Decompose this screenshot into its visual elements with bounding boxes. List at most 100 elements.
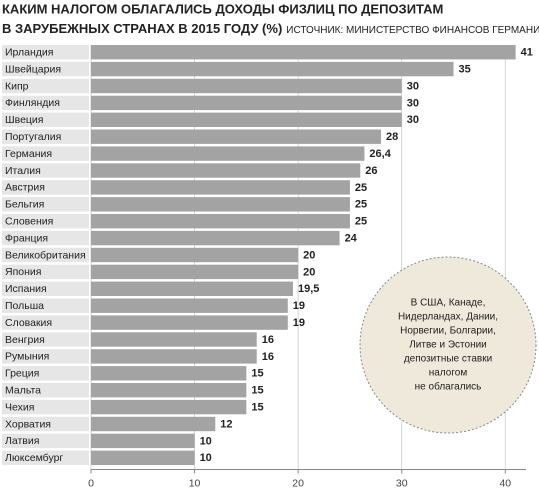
bar xyxy=(91,281,293,296)
value-label: 25 xyxy=(355,182,367,194)
annotation-line: налогом xyxy=(429,368,468,379)
label-cell xyxy=(2,315,89,330)
category-label: Мальта xyxy=(5,384,41,396)
label-cell xyxy=(2,433,89,449)
label-cell xyxy=(2,95,89,111)
bar xyxy=(91,416,216,432)
label-cell xyxy=(2,332,89,347)
value-label: 15 xyxy=(251,402,263,414)
category-label: Словакия xyxy=(5,317,52,329)
value-label: 30 xyxy=(407,80,419,92)
category-label: Люксембург xyxy=(5,452,63,464)
bar xyxy=(91,112,402,127)
category-label: Латвия xyxy=(5,435,39,447)
bar xyxy=(91,298,288,313)
label-cell xyxy=(2,298,89,313)
value-label: 16 xyxy=(262,334,274,346)
label-cell xyxy=(2,61,89,77)
bar xyxy=(91,315,288,330)
category-label: Япония xyxy=(5,266,41,278)
annotation-line: депозитные ставки xyxy=(404,354,492,365)
annotation-line: не облагались xyxy=(415,381,482,393)
value-label: 20 xyxy=(303,249,315,261)
category-label: Швейцария xyxy=(5,63,61,75)
value-label: 41 xyxy=(521,47,533,59)
value-label: 19,5 xyxy=(298,283,319,295)
value-label: 15 xyxy=(251,368,263,380)
annotation-line: Нидерландах, Дании, xyxy=(398,312,498,323)
bar xyxy=(91,180,350,195)
bar xyxy=(91,399,247,415)
annotation-circle xyxy=(359,256,537,434)
label-cell xyxy=(2,45,89,60)
title-line: В ЗАРУБЕЖНЫХ СТРАНАХ В 2015 ГОДУ (%) xyxy=(2,21,282,36)
label-cell xyxy=(2,230,89,246)
label-cell xyxy=(2,112,89,127)
bar xyxy=(91,163,361,178)
x-tick-label: 40 xyxy=(499,477,511,489)
value-label: 20 xyxy=(303,266,315,278)
value-label: 35 xyxy=(459,64,471,76)
category-label: Польша xyxy=(5,300,44,312)
value-label: 10 xyxy=(200,435,212,447)
x-tick-label: 30 xyxy=(396,477,408,489)
bar xyxy=(91,264,299,280)
value-label: 30 xyxy=(407,97,419,109)
label-cell xyxy=(2,450,89,465)
label-cell xyxy=(2,180,89,195)
category-label: Словения xyxy=(5,215,53,227)
category-label: Франция xyxy=(5,232,48,244)
category-label: Великобритания xyxy=(5,249,86,261)
value-label: 12 xyxy=(220,418,232,430)
bar xyxy=(91,366,247,381)
source: ИСТОЧНИК: МИНИСТЕРСТВО ФИНАНСОВ ГЕРМАНИИ… xyxy=(286,25,539,36)
x-tick-label: 20 xyxy=(292,477,304,489)
bar xyxy=(91,61,454,77)
label-cell xyxy=(2,197,89,212)
value-label: 19 xyxy=(293,300,305,312)
value-label: 25 xyxy=(355,199,367,211)
bar xyxy=(91,45,516,60)
value-label: 24 xyxy=(345,233,358,245)
category-label: Кипр xyxy=(5,80,29,92)
label-cell xyxy=(2,247,89,263)
label-cell xyxy=(2,146,89,161)
annotation-line: Литве и Эстонии xyxy=(409,340,487,351)
value-label: 28 xyxy=(386,131,398,143)
label-cell xyxy=(2,214,89,229)
bar xyxy=(91,146,365,161)
category-label: Венгрия xyxy=(5,334,45,346)
category-label: Чехия xyxy=(5,401,34,413)
category-label: Ирландия xyxy=(5,46,53,58)
bar xyxy=(91,129,381,144)
category-label: Швеция xyxy=(5,114,44,126)
annotation-line: Норвегии, Болгарии, xyxy=(400,326,496,337)
category-label: Испания xyxy=(5,283,47,295)
bar xyxy=(91,230,340,246)
category-label: Италия xyxy=(5,165,41,177)
label-cell xyxy=(2,129,89,144)
category-label: Финляндия xyxy=(5,97,60,109)
category-label: Румыния xyxy=(5,351,49,363)
value-label: 26,4 xyxy=(369,148,391,160)
category-label: Бельгия xyxy=(5,199,44,211)
x-tick-label: 10 xyxy=(189,477,201,489)
category-label: Португалия xyxy=(5,131,61,143)
value-label: 30 xyxy=(407,114,419,126)
bar xyxy=(91,332,257,347)
value-label: 16 xyxy=(262,351,274,363)
category-label: Греция xyxy=(5,368,39,380)
label-cell xyxy=(2,383,89,398)
label-cell xyxy=(2,349,89,364)
value-label: 15 xyxy=(251,385,263,397)
label-cell xyxy=(2,281,89,296)
bar xyxy=(91,433,195,449)
value-label: 10 xyxy=(200,452,212,464)
label-cell xyxy=(2,163,89,178)
value-label: 25 xyxy=(355,216,367,228)
category-label: Австрия xyxy=(5,182,45,194)
bar xyxy=(91,214,350,229)
bar xyxy=(91,349,257,364)
bar xyxy=(91,197,350,212)
